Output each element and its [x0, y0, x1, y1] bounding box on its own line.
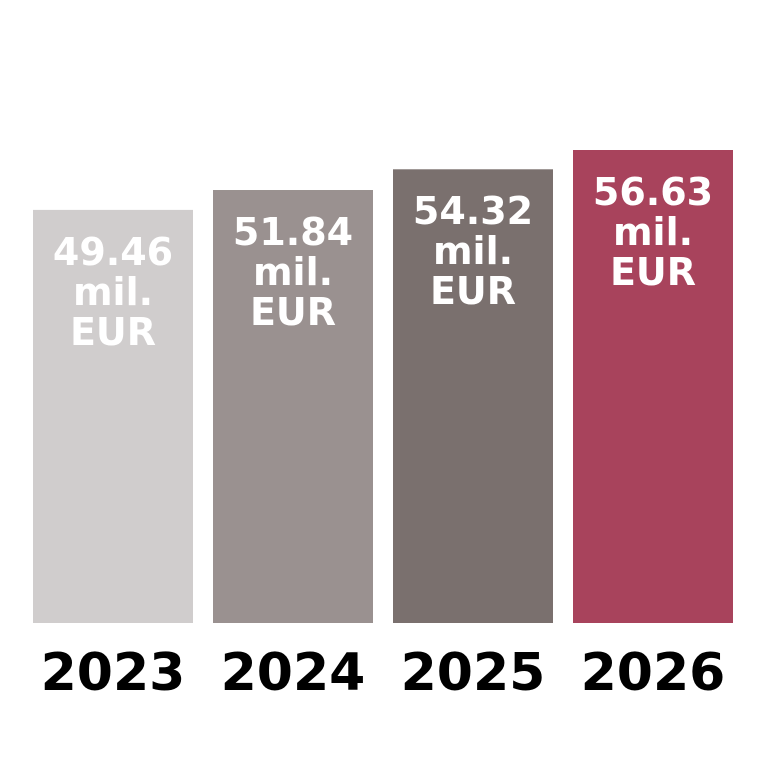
value-label: 51.84 mil. EUR: [232, 210, 354, 334]
bar: [33, 209, 193, 624]
value-label: 56.63 mil. EUR: [592, 170, 714, 294]
value-label: 54.32 mil. EUR: [412, 189, 534, 314]
x-tick-label: 2025: [400, 643, 546, 703]
bar: [573, 150, 733, 623]
value-label: 49.46 mil. EUR: [52, 229, 174, 354]
bar: [393, 169, 553, 623]
bar: [213, 190, 373, 623]
x-tick-label: 2026: [580, 643, 726, 703]
x-tick-label: 2024: [220, 643, 366, 703]
x-tick-label: 2023: [40, 643, 186, 703]
